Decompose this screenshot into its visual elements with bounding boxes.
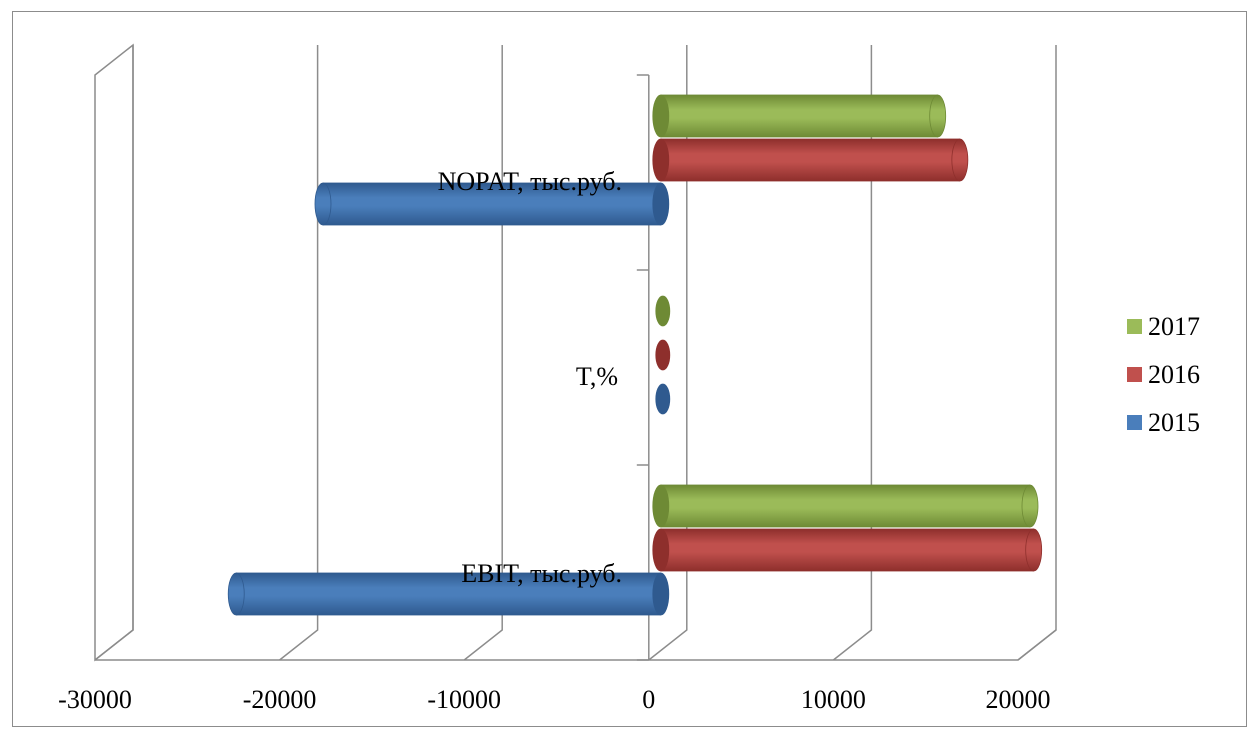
legend-swatch: [1127, 415, 1142, 430]
bar-2015-0: [227, 572, 670, 616]
gridlines: [94, 45, 1057, 661]
bar-2017-0: [652, 484, 1039, 528]
bar-2015-2: [314, 182, 670, 226]
legend-item-2015: 2015: [1127, 408, 1200, 437]
gridline: [832, 45, 873, 661]
legend-label: 2015: [1148, 408, 1200, 437]
bar-2016-2: [652, 138, 969, 182]
gridline: [94, 45, 134, 661]
bar-2016-0: [652, 528, 1043, 572]
legend: 2017 2016 2015: [1127, 312, 1200, 437]
legend-swatch: [1127, 319, 1142, 334]
legend-label: 2016: [1148, 360, 1200, 389]
legend-item-2017: 2017: [1127, 312, 1200, 341]
x-tick-label: -10000: [427, 685, 501, 714]
gridline: [279, 45, 319, 661]
category-label: EBIT, тыс.руб.: [461, 559, 622, 588]
x-tick-label: -30000: [58, 685, 132, 714]
left-wall: [94, 43, 134, 662]
x-tick-label: 20000: [986, 685, 1051, 714]
floor: [95, 629, 1057, 661]
gridline: [1017, 45, 1057, 661]
bars: [227, 94, 1043, 616]
gridline: [648, 45, 688, 661]
x-tick-label: 10000: [801, 685, 866, 714]
x-tick-label: 0: [642, 685, 655, 714]
gridline: [463, 45, 503, 661]
bar-2015-1: [655, 383, 671, 415]
category-labels: EBIT, тыс.руб. T,% NOPAT, тыс.руб.: [438, 167, 622, 588]
x-tick-labels: -30000 -20000 -10000 0 10000 20000: [58, 685, 1050, 714]
category-label: NOPAT, тыс.руб.: [438, 167, 622, 196]
bar-2017-1: [655, 295, 671, 327]
legend-swatch: [1127, 367, 1142, 382]
legend-label: 2017: [1148, 312, 1200, 341]
bar-2016-1: [655, 339, 671, 371]
x-tick-label: -20000: [243, 685, 317, 714]
bar-2017-2: [652, 94, 947, 138]
category-label: T,%: [576, 362, 618, 391]
legend-item-2016: 2016: [1127, 360, 1200, 389]
